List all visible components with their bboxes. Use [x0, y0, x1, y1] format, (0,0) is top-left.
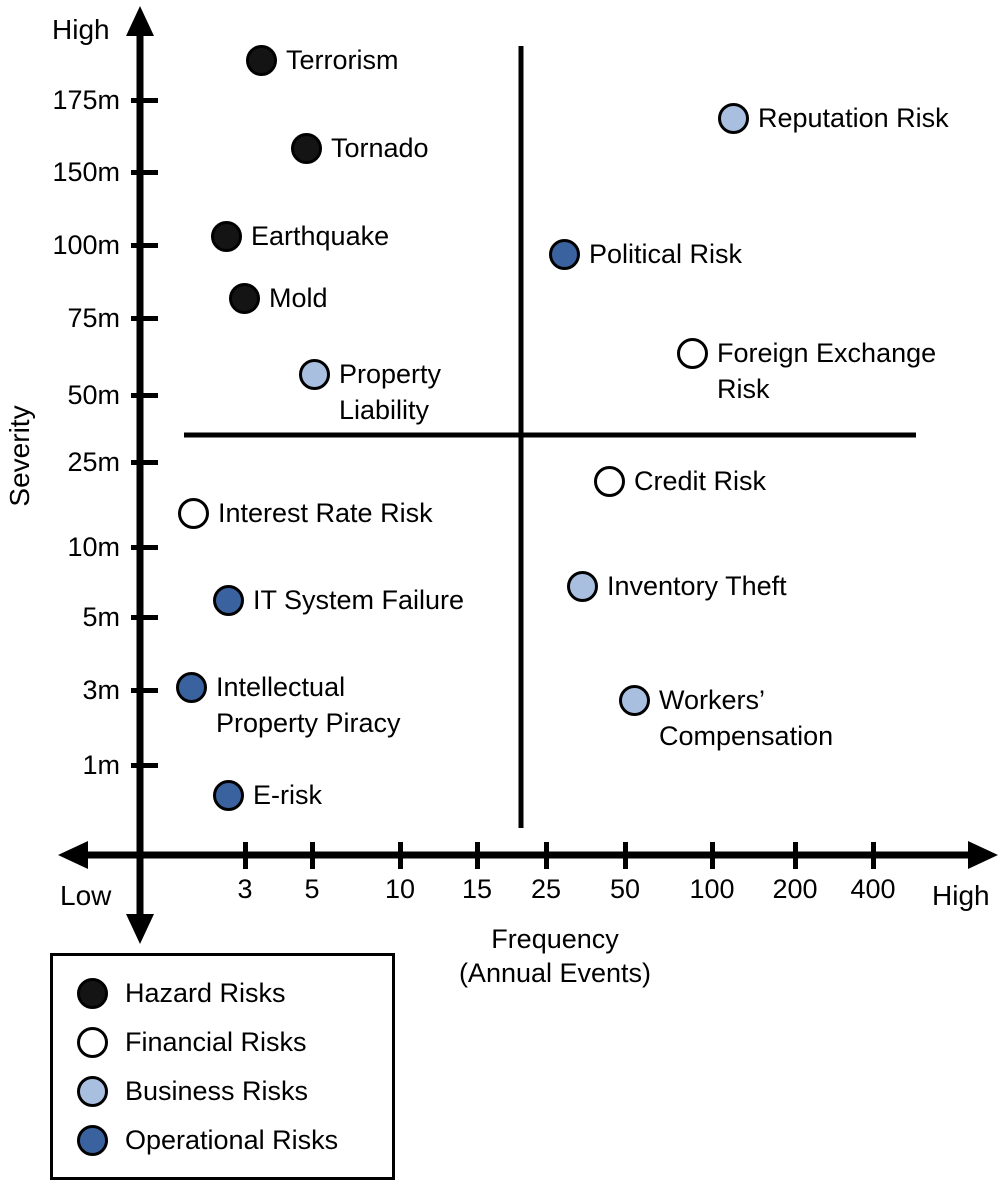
x-tick-label-10: 10 — [384, 874, 416, 904]
risk-point-tornado — [291, 133, 322, 164]
y-tick-75m — [131, 316, 158, 321]
y-axis-high-label: High — [52, 14, 110, 45]
y-tick-label-10m: 10m — [67, 532, 120, 562]
y-tick-label-175m: 175m — [52, 85, 120, 115]
y-tick-label-25m: 25m — [67, 447, 120, 477]
x-tick-label-100: 100 — [689, 874, 735, 904]
y-tick-150m — [131, 170, 158, 175]
x-axis-title: Frequency (Annual Events) — [458, 924, 652, 988]
risk-point-mold — [229, 283, 260, 314]
risk-point-label-credit-risk: Credit Risk — [634, 466, 767, 496]
y-tick-3m — [131, 688, 158, 693]
risk-point-political-risk — [549, 239, 580, 270]
legend-item-business-risks: Business Risks — [77, 1067, 392, 1116]
legend-item-hazard-risks: Hazard Risks — [77, 969, 392, 1018]
y-tick-1m — [131, 763, 158, 768]
legend-items: Hazard Risks Financial Risks Business Risk… — [77, 969, 392, 1165]
legend-swatch-business-risks — [77, 1076, 108, 1107]
risk-point-label-inventory-theft: Inventory Theft — [607, 571, 787, 601]
x-tick-label-25: 25 — [530, 874, 562, 904]
risk-point-foreign-exchange-risk — [677, 338, 708, 369]
x-tick-label-200: 200 — [772, 874, 818, 904]
risk-point-inventory-theft — [567, 571, 598, 602]
x-tick-label-15: 15 — [461, 874, 493, 904]
y-axis-down-arrow-icon — [126, 914, 154, 944]
x-tick-label-400: 400 — [850, 874, 896, 904]
legend-swatch-financial-risks — [77, 1027, 108, 1058]
risk-point-e-risk — [213, 780, 244, 811]
legend-swatch-hazard-risks — [77, 978, 108, 1009]
legend-swatch-operational-risks — [77, 1125, 108, 1156]
x-tick-400 — [871, 842, 876, 869]
legend-label-financial-risks: Financial Risks — [125, 1027, 307, 1057]
legend-item-financial-risks: Financial Risks — [77, 1018, 392, 1067]
risk-point-label-tornado: Tornado — [331, 133, 429, 163]
y-tick-label-150m: 150m — [52, 157, 120, 187]
y-tick-100m — [131, 243, 158, 248]
x-tick-15 — [475, 842, 480, 869]
y-tick-label-100m: 100m — [52, 230, 120, 260]
risk-point-label-terrorism: Terrorism — [286, 45, 399, 75]
x-axis-left-arrow-icon — [58, 841, 88, 869]
risk-point-label-foreign-exchange-risk: Foreign Exchange Risk — [717, 338, 937, 404]
risk-point-label-property-liability: Property Liability — [339, 359, 442, 425]
y-axis-low-label: Low — [60, 880, 112, 911]
risk-point-label-interest-rate-risk: Interest Rate Risk — [218, 498, 433, 528]
x-tick-25 — [544, 842, 549, 869]
risk-point-it-system-failure — [213, 585, 244, 616]
y-tick-5m — [131, 615, 158, 620]
x-tick-5 — [310, 842, 315, 869]
y-tick-label-1m: 1m — [82, 750, 120, 780]
y-tick-175m — [131, 98, 158, 103]
x-tick-3 — [243, 842, 248, 869]
x-tick-10 — [398, 842, 403, 869]
y-tick-25m — [131, 460, 158, 465]
legend-label-operational-risks: Operational Risks — [125, 1125, 339, 1155]
risk-point-label-earthquake: Earthquake — [251, 221, 390, 251]
y-tick-label-3m: 3m — [82, 675, 120, 705]
x-axis-right-arrow-icon — [968, 841, 998, 869]
risk-point-workers-compensation — [619, 685, 650, 716]
y-tick-50m — [131, 393, 158, 398]
x-tick-label-5: 5 — [304, 874, 320, 904]
risk-point-label-intellectual-property-piracy: Intellectual Property Piracy — [216, 672, 401, 738]
y-tick-label-5m: 5m — [82, 602, 120, 632]
x-tick-50 — [623, 842, 628, 869]
x-tick-100 — [710, 842, 715, 869]
risk-point-interest-rate-risk — [178, 498, 209, 529]
legend: Hazard Risks Financial Risks Business Risk… — [50, 953, 395, 1180]
risk-point-reputation-risk — [718, 103, 749, 134]
risk-point-label-workers-compensation: Workers’ Compensation — [659, 685, 834, 751]
y-tick-label-50m: 50m — [67, 380, 120, 410]
y-axis-up-arrow-icon — [126, 6, 154, 36]
risk-point-label-it-system-failure: IT System Failure — [253, 585, 465, 615]
x-tick-label-50: 50 — [609, 874, 641, 904]
legend-label-business-risks: Business Risks — [125, 1076, 309, 1106]
risk-point-label-reputation-risk: Reputation Risk — [758, 103, 949, 133]
risk-point-label-political-risk: Political Risk — [589, 239, 743, 269]
y-tick-label-75m: 75m — [67, 303, 120, 333]
x-tick-200 — [793, 842, 798, 869]
y-tick-10m — [131, 545, 158, 550]
legend-item-operational-risks: Operational Risks — [77, 1116, 392, 1165]
risk-point-terrorism — [246, 45, 277, 76]
x-tick-label-3: 3 — [237, 874, 253, 904]
risk-point-label-mold: Mold — [269, 283, 328, 313]
x-axis-high-label: High — [932, 880, 990, 911]
risk-point-intellectual-property-piracy — [176, 672, 207, 703]
risk-point-credit-risk — [594, 466, 625, 497]
risk-point-earthquake — [211, 221, 242, 252]
risk-point-property-liability — [299, 359, 330, 390]
risk-point-label-e-risk: E-risk — [253, 780, 322, 810]
legend-label-hazard-risks: Hazard Risks — [125, 978, 286, 1008]
